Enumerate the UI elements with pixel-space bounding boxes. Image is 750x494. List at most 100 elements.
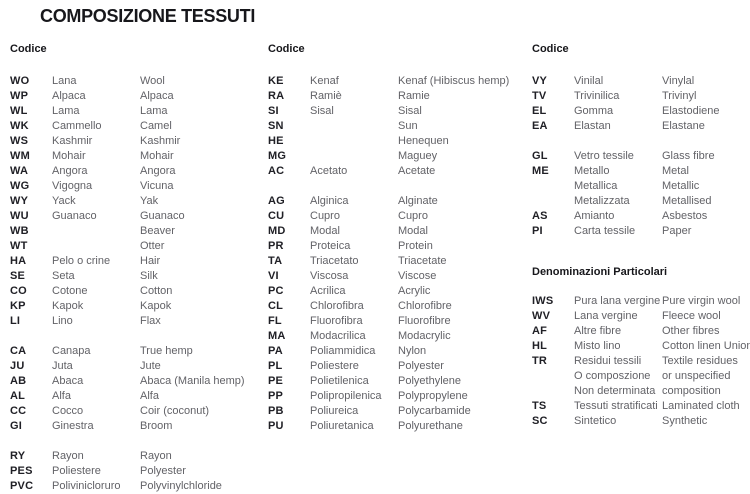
table-row: FL Fluorofibra Fluorofibre xyxy=(268,314,526,329)
fiber-name-english: Cupro xyxy=(398,210,428,222)
fiber-code: ME xyxy=(532,165,549,177)
fiber-code: WL xyxy=(10,105,28,117)
fiber-code: TV xyxy=(532,90,547,102)
fiber-name-italian: Metallo xyxy=(574,165,610,177)
fiber-code: WS xyxy=(10,135,29,147)
fiber-code: WP xyxy=(10,90,29,102)
fiber-name-english: Acetate xyxy=(398,165,436,177)
fiber-code: PE xyxy=(268,375,284,387)
fiber-code: FL xyxy=(268,315,282,327)
table-row: WG Vigogna Vicuna xyxy=(10,179,262,194)
fiber-code: PES xyxy=(10,465,33,477)
fiber-name-english: Trivinyl xyxy=(662,90,697,102)
table-row: WV Lana vergine Fleece wool xyxy=(532,309,748,324)
table-row: RY Rayon Rayon xyxy=(10,449,262,464)
fiber-name-italian: Polivinicloruro xyxy=(52,480,121,492)
fiber-name-italian: Misto lino xyxy=(574,340,621,352)
fiber-code: CL xyxy=(268,300,284,312)
fiber-name-italian: O composzione xyxy=(574,370,651,382)
fiber-name-english: Asbestos xyxy=(662,210,708,222)
fiber-name-english: Polyester xyxy=(140,465,186,477)
fiber-code xyxy=(532,369,574,384)
fiber-name-english: Kenaf (Hibiscus hemp) xyxy=(398,75,510,87)
fiber-name-english: Sisal xyxy=(398,105,422,117)
fiber-name-italian: Vinilal xyxy=(574,75,604,87)
fiber-name-italian: Sintetico xyxy=(574,415,617,427)
fiber-name-italian: Ramiè xyxy=(310,90,342,102)
fiber-name-italian: Carta tessile xyxy=(574,225,636,237)
column-manmade-fibres: Codice KE Kenaf Kenaf (Hibiscus hemp) RA Rami… xyxy=(268,44,526,434)
table-row: EA Elastan Elastane xyxy=(532,119,748,134)
fiber-name-italian: Triacetato xyxy=(310,255,359,267)
table-row: Non determinata composition xyxy=(532,384,748,399)
table-row: CC Cocco Coir (coconut) xyxy=(10,404,262,419)
table-row: WT Otter xyxy=(10,239,262,254)
fiber-name-english: Metallised xyxy=(662,195,712,207)
fiber-name-italian: Amianto xyxy=(574,210,615,222)
fiber-code: KP xyxy=(10,300,26,312)
fiber-name-english: Rayon xyxy=(140,450,172,462)
fiber-code: CC xyxy=(10,405,27,417)
fiber-name-italian: Metallica xyxy=(574,180,618,192)
fiber-name-italian: Lino xyxy=(52,315,73,327)
fiber-code: PL xyxy=(268,360,283,372)
fiber-code: PA xyxy=(268,345,283,357)
table-row: GI Ginestra Broom xyxy=(10,419,262,434)
fiber-code: AS xyxy=(532,210,548,222)
table-row: SN Sun xyxy=(268,119,526,134)
table-row: RA Ramiè Ramie xyxy=(268,89,526,104)
fiber-name-italian: Metalizzata xyxy=(574,195,630,207)
fiber-name-english: Laminated cloth xyxy=(662,400,740,412)
fiber-name-italian: Residui tessili xyxy=(574,355,642,367)
column-header: Codice xyxy=(532,43,569,55)
table-row: PA Poliammidica Nylon xyxy=(268,344,526,359)
table-row: HA Pelo o crine Hair xyxy=(10,254,262,269)
table-row: MD Modal Modal xyxy=(268,224,526,239)
table-row: AB Abaca Abaca (Manila hemp) xyxy=(10,374,262,389)
fiber-name-italian: Cotone xyxy=(52,285,88,297)
fiber-name-italian: Lama xyxy=(52,105,80,117)
fiber-name-english: Polycarbamide xyxy=(398,405,471,417)
table-row: PP Polipropilenica Polypropylene xyxy=(268,389,526,404)
column-header: Codice xyxy=(268,43,305,55)
table-row: AC Acetato Acetate xyxy=(268,164,526,179)
fiber-name-english: Modal xyxy=(398,225,428,237)
fiber-code: IWS xyxy=(532,295,554,307)
fiber-name-english: Nylon xyxy=(398,345,427,357)
table-row: WK Cammello Camel xyxy=(10,119,262,134)
fiber-name-english: Textile residues xyxy=(662,355,738,367)
table-row: GL Vetro tessile Glass fibre xyxy=(532,149,748,164)
column-natural-fibres: Codice WO Lana Wool WP Alpaca Alpaca WL Lama Lama… xyxy=(10,44,262,494)
fiber-name-italian: Trivinilica xyxy=(574,90,620,102)
fiber-code: MG xyxy=(268,150,287,162)
fiber-name-italian: Vetro tessile xyxy=(574,150,634,162)
column-header: Codice xyxy=(10,43,47,55)
fiber-name-english: Flax xyxy=(140,315,161,327)
fiber-name-english: Broom xyxy=(140,420,173,432)
table-row: KE Kenaf Kenaf (Hibiscus hemp) xyxy=(268,74,526,89)
table-row: WU Guanaco Guanaco xyxy=(10,209,262,224)
fiber-code: WM xyxy=(10,150,30,162)
fiber-name-italian: Poliureica xyxy=(310,405,359,417)
fiber-name-italian: Altre fibre xyxy=(574,325,622,337)
table-row: CL Chlorofibra Chlorofibre xyxy=(268,299,526,314)
fiber-code: AB xyxy=(10,375,27,387)
fiber-name-italian: Seta xyxy=(52,270,75,282)
fiber-code: HA xyxy=(10,255,27,267)
fiber-code: CA xyxy=(10,345,27,357)
fiber-name-english: Metallic xyxy=(662,180,700,192)
fiber-name-italian xyxy=(310,134,398,149)
fiber-name-english: Lama xyxy=(140,105,168,117)
table-row: TS Tessuti stratificati Laminated cloth xyxy=(532,399,748,414)
table-row: WP Alpaca Alpaca xyxy=(10,89,262,104)
table-row: PVC Polivinicloruro Polyvinylchloride xyxy=(10,479,262,494)
table-row: SC Sintetico Synthetic xyxy=(532,414,748,429)
table-row: CA Canapa True hemp xyxy=(10,344,262,359)
fiber-name-english: Synthetic xyxy=(662,415,708,427)
fiber-name-italian: Chlorofibra xyxy=(310,300,364,312)
fiber-name-english: Glass fibre xyxy=(662,150,715,162)
code-group: AG Alginica Alginate CU Cupro Cupro MD Modal Mod… xyxy=(268,194,526,434)
fiber-name-english: Mohair xyxy=(140,150,174,162)
fiber-name-italian: Pura lana vergine xyxy=(574,295,661,307)
table-row: CO Cotone Cotton xyxy=(10,284,262,299)
